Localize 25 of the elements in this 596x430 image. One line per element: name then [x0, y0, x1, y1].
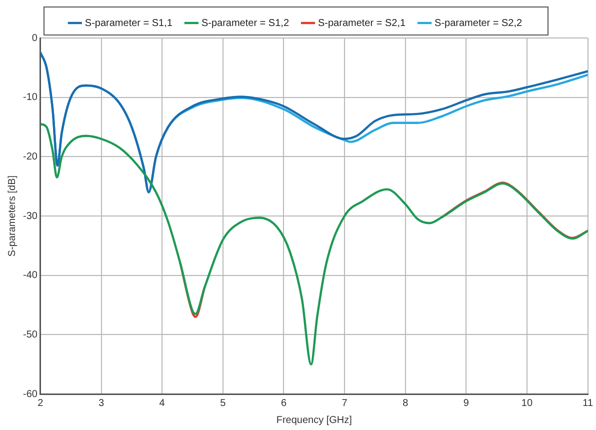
legend-label: S-parameter = S2,2: [434, 18, 523, 29]
legend-label: S-parameter = S2,1: [318, 18, 406, 29]
y-tick-label: -40: [23, 270, 38, 282]
x-tick-label: 9: [463, 398, 470, 409]
x-axis-title: Frequency [GHz]: [276, 414, 352, 426]
line-series: [40, 122, 588, 366]
y-tick-label: -10: [23, 92, 38, 104]
legend-label: S-parameter = S1,2: [201, 18, 290, 29]
x-tick-label: 11: [582, 398, 594, 409]
x-tick-label: 4: [159, 398, 166, 409]
y-tick-label: -30: [23, 210, 38, 222]
y-axis-title: S-parameters [dB]: [6, 175, 18, 257]
y-tick-label: -60: [23, 388, 38, 400]
x-tick-label: 6: [280, 398, 287, 409]
x-tick-label: 10: [521, 398, 533, 409]
x-tick-label: 8: [402, 398, 409, 409]
y-tick-label: -20: [23, 151, 38, 162]
y-tick-label: -50: [23, 329, 38, 340]
legend-label: S-parameter = S1,1: [84, 18, 173, 29]
x-tick-label: 2: [38, 398, 44, 409]
y-tick-label: 0: [32, 32, 38, 44]
line-series: [40, 52, 588, 194]
x-tick-label: 5: [220, 398, 226, 409]
x-tick-label: 3: [98, 398, 104, 409]
x-tick-label: 7: [342, 398, 348, 409]
